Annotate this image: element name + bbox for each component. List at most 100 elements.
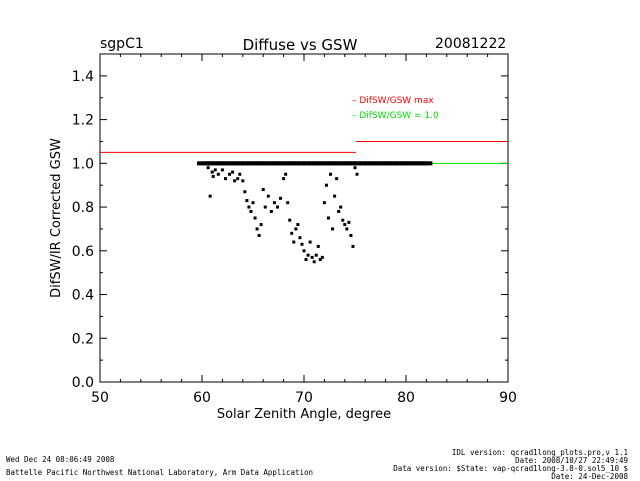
data-point: [210, 170, 214, 174]
axes: 50 60 70 80 90 0.0 0.2 0.4 0.6 0.8 1.0 1.2 1.4 Solar …: [49, 53, 517, 422]
site-name: sgpC1: [100, 36, 144, 52]
x-tick-label: 50: [91, 390, 109, 406]
data-point: [231, 170, 235, 174]
x-tick-label: 60: [193, 390, 211, 406]
data-point: [339, 205, 343, 209]
chart-title: Diffuse vs GSW: [242, 36, 358, 54]
data-point: [308, 240, 312, 244]
data-point: [343, 223, 347, 227]
data-point: [324, 183, 328, 187]
data-point: [255, 227, 259, 231]
data-point: [294, 227, 298, 231]
data-point: [282, 177, 286, 181]
legend-entry: – DifSW/GSW = 1.0: [352, 111, 439, 121]
data-point: [355, 172, 359, 176]
legend-entry: – DifSW/GSW max: [352, 96, 434, 106]
data-point: [349, 233, 353, 237]
data-point: [306, 253, 310, 257]
data-point: [304, 258, 308, 262]
data-point: [228, 172, 232, 176]
data-point: [259, 223, 263, 227]
chart-date: 20081222: [435, 36, 507, 52]
data-point: [290, 231, 294, 235]
data-point: [251, 201, 255, 205]
footer-idl-date: Date: 2008/10/27 22:49:49: [515, 456, 628, 465]
data-point: [286, 201, 290, 205]
footer-timestamp: Wed Dec 24 08:06:49 2008: [6, 455, 115, 464]
data-point: [335, 177, 339, 181]
y-tick-label: 0.2: [72, 331, 94, 347]
data-point: [275, 205, 279, 209]
data-point: [331, 227, 335, 231]
data-point: [353, 166, 357, 170]
footer-credit: Battelle Pacific Northwest National Labo…: [6, 468, 314, 477]
data-point: [208, 194, 212, 198]
y-tick-label: 1.4: [72, 69, 94, 85]
data-point: [206, 166, 210, 170]
data-point: [241, 179, 245, 183]
data-point: [220, 168, 224, 172]
data-point: [326, 216, 330, 220]
data-point: [266, 194, 270, 198]
data-point: [213, 168, 217, 172]
footer-data-date: Date: 24-Dec-2008: [551, 472, 628, 481]
data-point: [420, 161, 433, 166]
data-point: [223, 177, 227, 181]
x-tick-label: 90: [499, 390, 517, 406]
data-point: [322, 201, 326, 205]
data-point: [347, 220, 351, 224]
x-axis-label: Solar Zenith Angle, degree: [217, 407, 391, 422]
limit-lines: [100, 140, 508, 164]
data-point: [216, 172, 220, 176]
data-point: [314, 253, 318, 257]
data-point: [333, 194, 337, 198]
data-point: [249, 209, 253, 213]
footer-idl-version: IDL version: qcrad1long_plots.pro,v 1.1: [451, 448, 628, 457]
data-point: [247, 205, 251, 209]
data-point: [312, 260, 316, 264]
data-point: [345, 227, 349, 231]
y-tick-label: 1.2: [72, 113, 94, 129]
data-point: [261, 188, 265, 192]
data-point: [341, 218, 345, 222]
data-point: [296, 223, 300, 227]
data-point: [233, 179, 237, 183]
data-point: [245, 199, 249, 203]
data-point: [302, 249, 306, 253]
data-point: [288, 218, 292, 222]
y-tick-label: 1.0: [72, 156, 94, 172]
data-point: [310, 255, 314, 259]
data-point: [329, 172, 333, 176]
legend: – DifSW/GSW max – DifSW/GSW = 1.0: [352, 96, 439, 121]
y-tick-label: 0.0: [72, 375, 94, 391]
data-points: [197, 161, 433, 264]
scatter-chart: 50 60 70 80 90 0.0 0.2 0.4 0.6 0.8 1.0 1.2 1.4 Solar …: [49, 53, 517, 422]
data-point: [337, 209, 341, 213]
plot-frame: [99, 53, 509, 383]
data-point: [320, 255, 324, 259]
data-point: [318, 258, 322, 262]
data-point: [272, 201, 276, 205]
y-tick-label: 0.4: [72, 288, 94, 304]
y-tick-label: 0.8: [72, 200, 94, 216]
data-point: [236, 177, 240, 181]
data-point: [211, 174, 215, 178]
data-point: [292, 240, 296, 244]
data-point: [253, 216, 257, 220]
footer-data-version: Data version: $State: vap-qcrad1long-3.8…: [393, 464, 628, 473]
data-point: [269, 209, 273, 213]
y-tick-label: 0.6: [72, 244, 94, 260]
x-tick-label: 70: [295, 390, 313, 406]
y-axis-label: DifSW/IR Corrected GSW: [49, 138, 64, 298]
data-point: [316, 244, 320, 248]
data-point: [298, 236, 302, 240]
data-point: [284, 172, 288, 176]
data-point: [238, 172, 242, 176]
data-point: [257, 233, 261, 237]
x-tick-label: 80: [397, 390, 415, 406]
data-point: [351, 244, 355, 248]
data-point: [243, 190, 247, 194]
data-point: [263, 205, 267, 209]
data-point: [300, 242, 304, 246]
data-point: [279, 196, 283, 200]
